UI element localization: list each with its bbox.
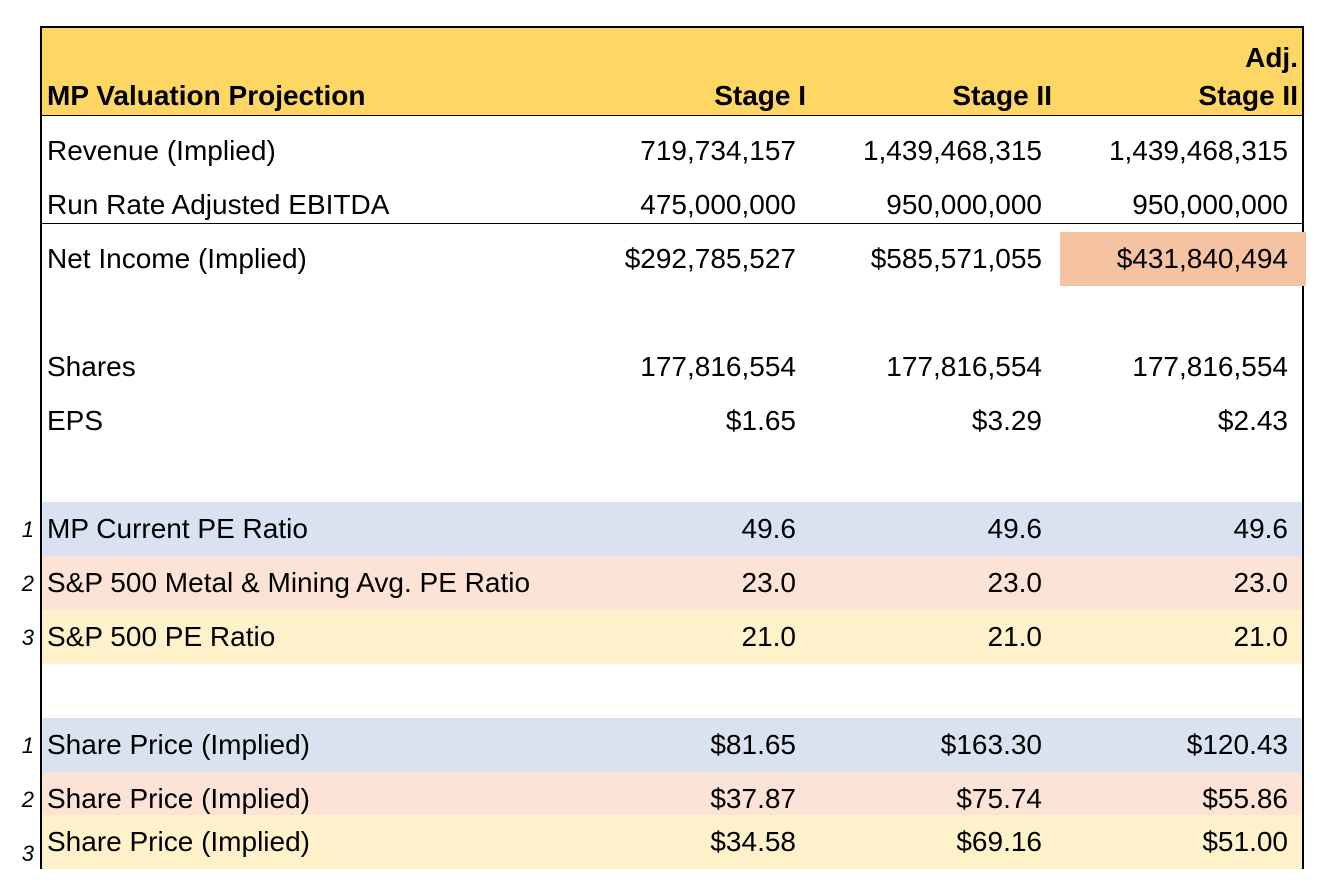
table-row: Share Price (Implied) $34.58 $69.16 $51.… [42,815,1302,869]
row-label: Share Price (Implied) [47,729,310,760]
cell-stage-1: $1.65 [725,405,796,436]
row-number: 1 [21,733,34,758]
table-row: EPS $1.65 $3.29 $2.43 [42,394,1302,448]
header-row: MP Valuation Projection Stage I Stage II… [42,28,1302,116]
row-label: Shares [47,351,136,382]
cell-adj-stage-2: $51.00 [1202,826,1288,857]
row-number: 2 [21,571,34,596]
cell-stage-1: $81.65 [710,729,796,760]
table-row: Net Income (Implied) $292,785,527 $585,5… [42,232,1306,286]
row-label: S&P 500 Metal & Mining Avg. PE Ratio [47,567,531,598]
column-header-adj-line2: Stage II [1198,80,1298,111]
row-label: Revenue (Implied) [47,135,276,166]
table-row: Revenue (Implied) 719,734,157 1,439,468,… [42,124,1302,178]
cell-adj-stage-2: $2.43 [1217,405,1288,436]
cell-adj-stage-2: 49.6 [1233,513,1289,544]
cell-adj-stage-2: 21.0 [1233,621,1289,652]
row-label: Share Price (Implied) [47,783,310,814]
cell-stage-2: $3.29 [971,405,1042,436]
cell-adj-stage-2: 1,439,468,315 [1108,135,1288,166]
table-row: Share Price (Implied) $81.65 $163.30 $12… [42,718,1302,772]
cell-adj-stage-2: 177,816,554 [1132,351,1288,382]
cell-stage-2: $69.16 [956,826,1042,857]
valuation-table: MP Valuation Projection Stage I Stage II… [40,26,1306,869]
cell-stage-1: 49.6 [741,513,797,544]
table-row: S&P 500 Metal & Mining Avg. PE Ratio 23.… [42,556,1302,610]
table-title: MP Valuation Projection [47,80,366,111]
cell-stage-1: 23.0 [741,567,797,598]
table-row: Run Rate Adjusted EBITDA 475,000,000 950… [42,178,1302,232]
cell-adj-stage-2: $431,840,494 [1116,243,1288,274]
row-number: 3 [21,841,34,866]
row-number: 3 [21,625,34,650]
column-header-stage-2: Stage II [952,80,1052,111]
cell-stage-1: 177,816,554 [640,351,796,382]
cell-stage-1: 475,000,000 [640,189,796,220]
cell-stage-1: 719,734,157 [640,135,796,166]
cell-stage-2: 21.0 [987,621,1043,652]
column-header-adj-line1: Adj. [1245,42,1298,73]
table-row: Shares 177,816,554 177,816,554 177,816,5… [42,340,1302,394]
cell-stage-1: $37.87 [710,783,796,814]
cell-stage-2: $163.30 [940,729,1042,760]
row-label: Net Income (Implied) [47,243,307,274]
cell-adj-stage-2: 23.0 [1233,567,1289,598]
row-divider [42,223,1302,224]
table-row: S&P 500 PE Ratio 21.0 21.0 21.0 [42,610,1302,664]
column-header-stage-1: Stage I [714,80,806,111]
cell-stage-1: $292,785,527 [624,243,796,274]
cell-stage-2: 177,816,554 [886,351,1042,382]
cell-stage-1: $34.58 [710,826,796,857]
cell-stage-2: 49.6 [987,513,1043,544]
cell-stage-2: 23.0 [987,567,1043,598]
row-label: MP Current PE Ratio [47,513,308,544]
highlighted-cell [1060,232,1306,286]
row-label: Run Rate Adjusted EBITDA [47,189,390,220]
cell-adj-stage-2: $120.43 [1186,729,1288,760]
cell-stage-2: 1,439,468,315 [862,135,1042,166]
cell-stage-2: 950,000,000 [886,189,1042,220]
row-number: 1 [21,517,34,542]
cell-stage-2: $585,571,055 [870,243,1042,274]
table-row: MP Current PE Ratio 49.6 49.6 49.6 [42,502,1302,556]
cell-stage-2: $75.74 [956,783,1042,814]
row-label: Share Price (Implied) [47,826,310,857]
cell-adj-stage-2: 950,000,000 [1132,189,1288,220]
row-label: EPS [47,405,104,436]
cell-stage-1: 21.0 [741,621,797,652]
cell-adj-stage-2: $55.86 [1202,783,1288,814]
row-number: 2 [21,787,34,812]
row-label: S&P 500 PE Ratio [47,621,276,652]
